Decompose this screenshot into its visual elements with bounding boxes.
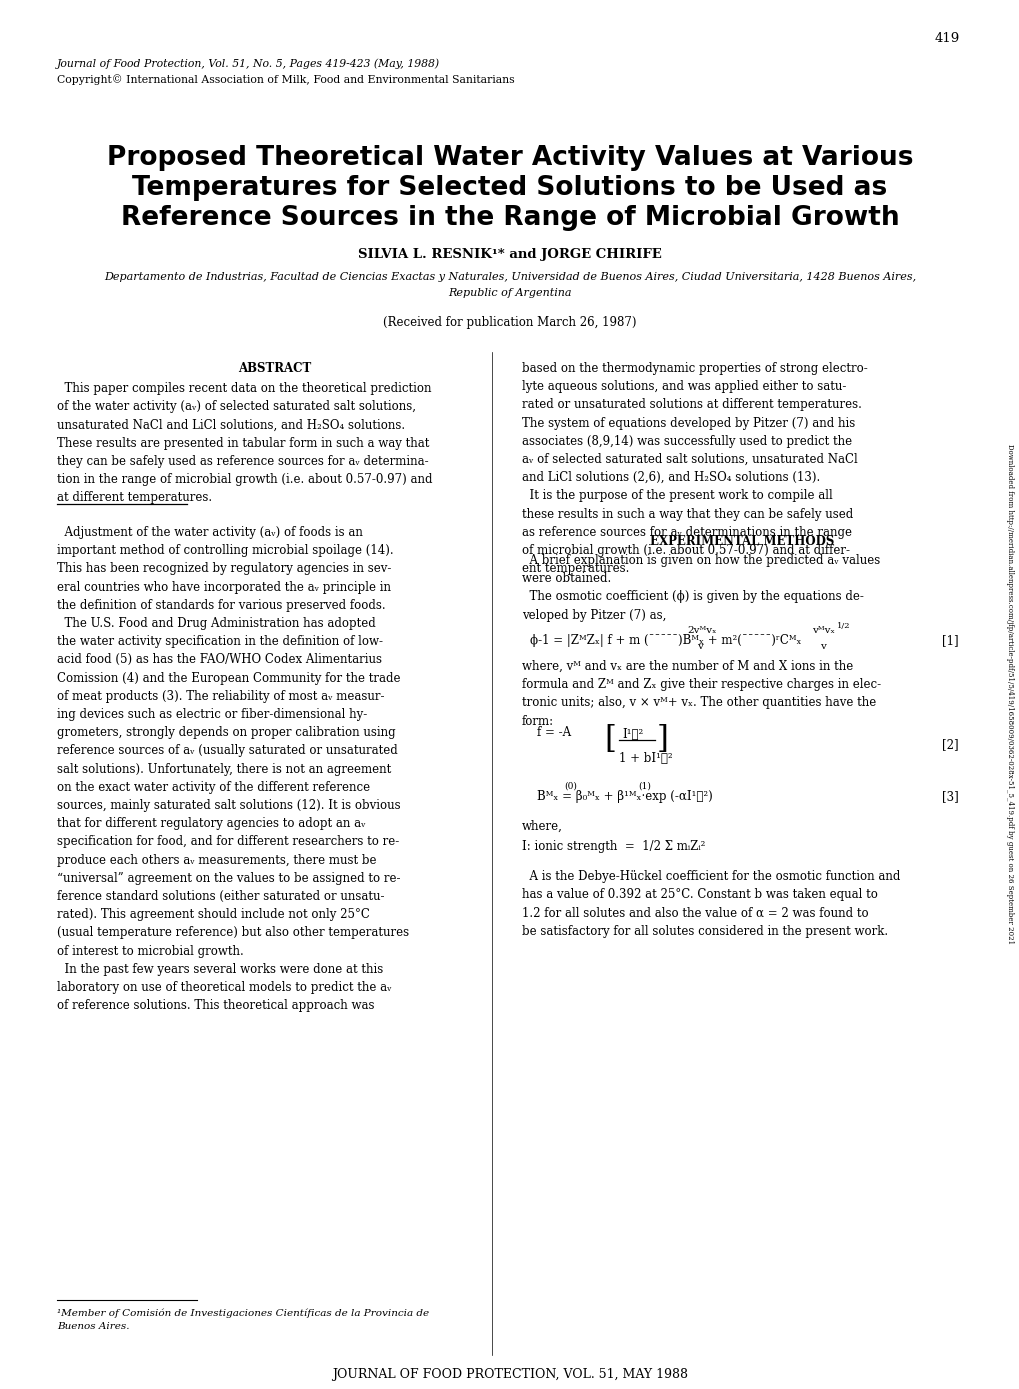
Text: [2]: [2] bbox=[942, 738, 958, 751]
Text: Reference Sources in the Range of Microbial Growth: Reference Sources in the Range of Microb… bbox=[120, 206, 899, 231]
Text: Temperatures for Selected Solutions to be Used as: Temperatures for Selected Solutions to b… bbox=[132, 175, 887, 201]
Text: ABSTRACT: ABSTRACT bbox=[237, 363, 311, 375]
Text: ¹Member of Comisión de Investigaciones Científicas de la Provincia de: ¹Member of Comisión de Investigaciones C… bbox=[57, 1308, 429, 1318]
Text: Adjustment of the water activity (aᵥ) of foods is an
important method of control: Adjustment of the water activity (aᵥ) of… bbox=[57, 526, 409, 1013]
Text: (0): (0) bbox=[564, 782, 577, 790]
Text: [3]: [3] bbox=[942, 790, 958, 803]
Text: EXPERIMENTAL METHODS: EXPERIMENTAL METHODS bbox=[650, 535, 834, 549]
Text: Downloaded from http://meridian.allenpress.com/jfp/article-pdf/51/5/419/1658009/: Downloaded from http://meridian.allenpre… bbox=[1005, 444, 1013, 945]
Text: A brief explanation is given on how the predicted aᵥ values
were obtained.
  The: A brief explanation is given on how the … bbox=[522, 554, 879, 622]
Text: Bᴹₓ = β₀ᴹₓ + β¹ᴹₓ·exp (-αI¹ᐟ²): Bᴹₓ = β₀ᴹₓ + β¹ᴹₓ·exp (-αI¹ᐟ²) bbox=[536, 790, 712, 803]
Text: where, vᴹ and vₓ are the number of M and X ions in the
formula and Zᴹ and Zₓ giv: where, vᴹ and vₓ are the number of M and… bbox=[522, 660, 880, 728]
Text: Proposed Theoretical Water Activity Values at Various: Proposed Theoretical Water Activity Valu… bbox=[107, 144, 912, 171]
Text: based on the thermodynamic properties of strong electro-
lyte aqueous solutions,: based on the thermodynamic properties of… bbox=[522, 363, 867, 575]
Text: f = -A: f = -A bbox=[536, 726, 571, 739]
Text: v: v bbox=[696, 642, 702, 651]
Text: A is the Debye-Hückel coefficient for the osmotic function and
has a value of 0.: A is the Debye-Hückel coefficient for th… bbox=[522, 870, 900, 938]
Text: vᴹvₓ: vᴹvₓ bbox=[811, 626, 835, 635]
Text: where,: where, bbox=[522, 820, 562, 833]
Text: Journal of Food Protection, Vol. 51, No. 5, Pages 419-423 (May, 1988): Journal of Food Protection, Vol. 51, No.… bbox=[57, 58, 439, 68]
Text: Departamento de Industrias, Facultad de Ciencias Exactas y Naturales, Universida: Departamento de Industrias, Facultad de … bbox=[104, 272, 915, 282]
Text: Republic of Argentina: Republic of Argentina bbox=[447, 288, 572, 299]
Text: SILVIA L. RESNIK¹* and JORGE CHIRIFE: SILVIA L. RESNIK¹* and JORGE CHIRIFE bbox=[358, 249, 661, 261]
Text: I: ionic strength  =  1/2 Σ mᵢZᵢ²: I: ionic strength = 1/2 Σ mᵢZᵢ² bbox=[522, 840, 705, 853]
Text: [1]: [1] bbox=[942, 633, 958, 647]
Text: [: [ bbox=[603, 725, 615, 756]
Text: This paper compiles recent data on the theoretical prediction
of the water activ: This paper compiles recent data on the t… bbox=[57, 382, 432, 504]
Text: I¹ᐟ²: I¹ᐟ² bbox=[622, 728, 643, 740]
Text: 1 + bI¹ᐟ²: 1 + bI¹ᐟ² bbox=[619, 751, 672, 765]
Text: (Received for publication March 26, 1987): (Received for publication March 26, 1987… bbox=[383, 317, 636, 329]
Text: 1/2: 1/2 bbox=[837, 622, 850, 631]
Text: Buenos Aires.: Buenos Aires. bbox=[57, 1322, 129, 1331]
Text: v: v bbox=[819, 642, 825, 651]
Text: Copyright© International Association of Milk, Food and Environmental Sanitarians: Copyright© International Association of … bbox=[57, 74, 515, 85]
Text: ϕ-1 = |ZᴹZₓ| f + m (¯¯¯¯¯)Bᴹₓ + m²(¯¯¯¯¯)ʳCᴹₓ: ϕ-1 = |ZᴹZₓ| f + m (¯¯¯¯¯)Bᴹₓ + m²(¯¯¯¯¯… bbox=[530, 633, 801, 647]
Text: JOURNAL OF FOOD PROTECTION, VOL. 51, MAY 1988: JOURNAL OF FOOD PROTECTION, VOL. 51, MAY… bbox=[331, 1368, 688, 1381]
Text: ]: ] bbox=[656, 725, 668, 756]
Text: 419: 419 bbox=[933, 32, 959, 44]
Text: (1): (1) bbox=[637, 782, 650, 790]
Text: 2vᴹvₓ: 2vᴹvₓ bbox=[687, 626, 715, 635]
